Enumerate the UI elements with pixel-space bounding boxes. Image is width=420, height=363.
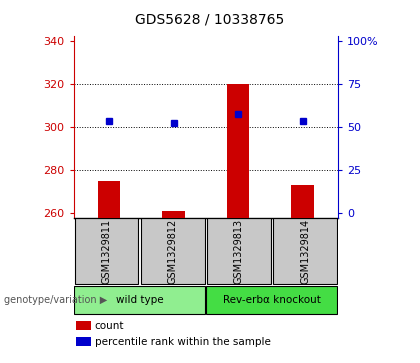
- Text: Rev-erbα knockout: Rev-erbα knockout: [223, 295, 321, 305]
- Bar: [207, 219, 270, 284]
- Bar: [75, 219, 138, 284]
- Text: GSM1329811: GSM1329811: [102, 219, 112, 284]
- Bar: [74, 286, 205, 314]
- Text: GSM1329814: GSM1329814: [300, 219, 310, 284]
- Text: count: count: [94, 321, 124, 331]
- Bar: [141, 219, 205, 284]
- Bar: [207, 286, 337, 314]
- Text: GSM1329812: GSM1329812: [168, 219, 178, 284]
- Text: GSM1329813: GSM1329813: [234, 219, 244, 284]
- Text: percentile rank within the sample: percentile rank within the sample: [94, 337, 270, 347]
- Bar: [227, 84, 249, 218]
- Bar: [273, 219, 337, 284]
- Text: genotype/variation ▶: genotype/variation ▶: [4, 295, 108, 305]
- Text: GDS5628 / 10338765: GDS5628 / 10338765: [135, 13, 285, 27]
- Text: wild type: wild type: [116, 295, 163, 305]
- Bar: [162, 211, 185, 218]
- Bar: [76, 337, 91, 346]
- Bar: [76, 321, 91, 330]
- Bar: [291, 185, 314, 218]
- Bar: [98, 181, 120, 218]
